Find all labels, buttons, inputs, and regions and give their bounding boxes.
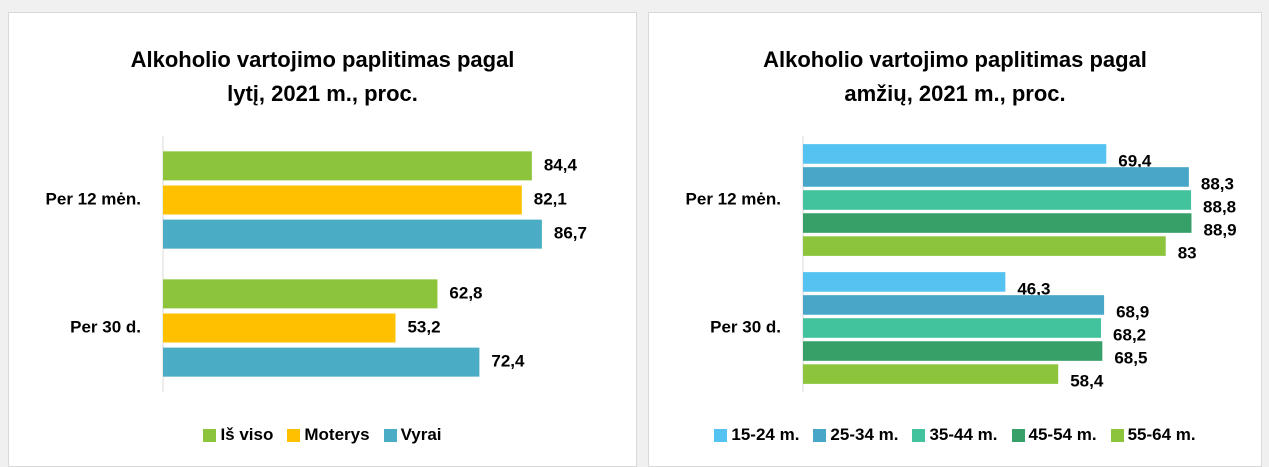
legend-label: 25-34 m. xyxy=(830,425,899,444)
legend-label: 45-54 m. xyxy=(1028,425,1097,444)
legend: 15-24 m. 25-34 m. 35-44 m. 45-54 m. 55-64 m. xyxy=(649,425,1261,445)
bar xyxy=(803,295,1105,315)
data-label: 46,3 xyxy=(1017,279,1050,298)
data-label: 58,4 xyxy=(1070,372,1104,391)
bar xyxy=(163,279,438,309)
bar xyxy=(803,144,1107,164)
bar xyxy=(803,167,1189,187)
legend-item: Iš viso xyxy=(203,425,273,445)
category-label: Per 30 d. xyxy=(710,317,781,336)
data-label: 68,9 xyxy=(1116,302,1149,321)
legend-label: 15-24 m. xyxy=(731,425,800,444)
legend-label: Moterys xyxy=(304,425,370,444)
legend-label: 35-44 m. xyxy=(929,425,998,444)
data-label: 72,4 xyxy=(491,352,525,371)
legend-label: Iš viso xyxy=(220,425,274,444)
legend-item: 55-64 m. xyxy=(1110,425,1196,445)
legend-item: Vyrai xyxy=(383,425,442,445)
legend-swatch xyxy=(1110,428,1124,442)
data-label: 53,2 xyxy=(407,317,440,336)
data-label: 83 xyxy=(1178,244,1197,263)
legend-label: 55-64 m. xyxy=(1127,425,1196,444)
legend-swatch xyxy=(714,428,728,442)
legend-swatch xyxy=(203,428,217,442)
bar xyxy=(803,318,1102,338)
category-label: Per 12 mėn. xyxy=(686,189,781,208)
data-label: 68,2 xyxy=(1113,325,1146,344)
legend-item: Moterys xyxy=(287,425,370,445)
plot: Per 12 mėn. 84,4 82,1 86,7 Per 30 d. 62,8 53,2… xyxy=(46,136,587,392)
data-label: 88,8 xyxy=(1203,197,1236,216)
category-label: Per 30 d. xyxy=(70,317,141,336)
legend-label: Vyrai xyxy=(400,425,442,444)
data-label: 69,4 xyxy=(1118,151,1152,170)
bar xyxy=(803,190,1192,210)
legend-swatch xyxy=(287,428,301,442)
legend-swatch xyxy=(383,428,397,442)
data-label: 82,1 xyxy=(534,189,567,208)
bar xyxy=(803,341,1103,361)
bar xyxy=(803,364,1059,384)
bar xyxy=(163,151,532,181)
plot: Per 12 mėn. 69,4 88,3 88,8 88,9 83 Per 30 d. 46… xyxy=(686,136,1237,392)
legend-swatch xyxy=(813,428,827,442)
chart-title: Alkoholio vartojimo paplitimas pagal lyt… xyxy=(130,47,515,106)
legend-item: 35-44 m. xyxy=(912,425,998,445)
legend-item: 25-34 m. xyxy=(813,425,898,445)
category-label: Per 12 mėn. xyxy=(46,189,141,208)
data-label: 88,3 xyxy=(1201,174,1234,193)
data-label: 86,7 xyxy=(554,224,587,243)
bar xyxy=(163,219,542,249)
bar xyxy=(803,236,1166,256)
data-label: 62,8 xyxy=(449,283,482,302)
chart-title: Alkoholio vartojimo paplitimas pagal amž… xyxy=(763,47,1147,106)
legend-item: 45-54 m. xyxy=(1011,425,1097,445)
legend-item: 15-24 m. xyxy=(714,425,799,445)
chart-panel: Per 12 mėn. 84,4 82,1 86,7 Per 30 d. 62,8 53,2… xyxy=(8,12,637,467)
legend-swatch xyxy=(912,428,926,442)
bar xyxy=(163,185,522,215)
bar xyxy=(803,213,1192,233)
bar xyxy=(803,272,1006,292)
bar xyxy=(163,347,480,377)
data-label: 84,4 xyxy=(544,155,578,174)
data-label: 88,9 xyxy=(1203,221,1236,240)
data-label: 68,5 xyxy=(1114,349,1147,368)
legend: Iš viso Moterys Vyrai xyxy=(9,425,636,445)
bar xyxy=(163,313,396,343)
chart-panel: Per 12 mėn. 69,4 88,3 88,8 88,9 83 Per 30 d. 46… xyxy=(648,12,1262,467)
legend-swatch xyxy=(1011,428,1025,442)
